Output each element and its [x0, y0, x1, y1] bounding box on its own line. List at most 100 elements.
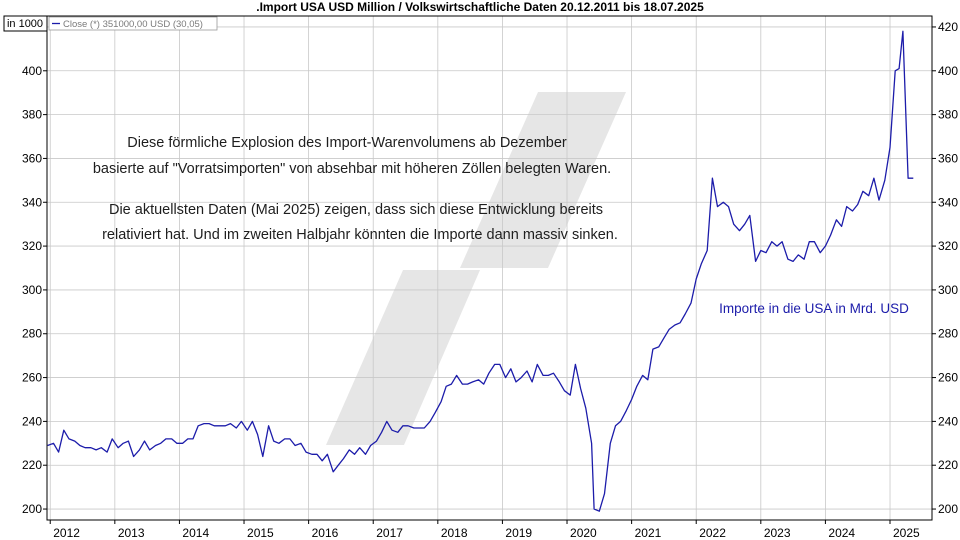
- data-point: [445, 385, 447, 387]
- data-point: [434, 411, 436, 413]
- data-point: [278, 442, 280, 444]
- data-point: [835, 219, 837, 221]
- data-point: [574, 363, 576, 365]
- legend-label: Close (*) 351000,00 USD (30,05): [63, 19, 203, 30]
- data-point: [154, 444, 156, 446]
- y-tick-label-right: 220: [938, 458, 958, 472]
- data-point: [760, 249, 762, 251]
- data-point: [246, 429, 248, 431]
- y-tick-label-left: 220: [22, 458, 42, 472]
- data-point: [176, 442, 178, 444]
- data-point: [143, 440, 145, 442]
- data-point: [668, 328, 670, 330]
- data-point: [803, 258, 805, 260]
- data-point: [192, 438, 194, 440]
- data-point: [674, 324, 676, 326]
- data-point: [461, 383, 463, 385]
- data-point: [593, 508, 595, 510]
- data-point: [380, 431, 382, 433]
- y-tick-label-right: 200: [938, 502, 958, 516]
- data-point: [182, 442, 184, 444]
- data-point: [208, 422, 210, 424]
- data-point: [418, 427, 420, 429]
- data-point: [369, 444, 371, 446]
- y-tick-label-left: 280: [22, 327, 42, 341]
- x-tick-label: 2014: [182, 526, 209, 540]
- data-point: [625, 409, 627, 411]
- data-point: [603, 493, 605, 495]
- data-point: [219, 425, 221, 427]
- annotation-para2-line1: Die aktuellsten Daten (Mai 2025) zeigen,…: [109, 202, 603, 218]
- data-point: [765, 252, 767, 254]
- data-point: [68, 438, 70, 440]
- annotation-block: Diese förmliche Explosion des Import-War…: [93, 135, 618, 243]
- data-point: [771, 241, 773, 243]
- data-point: [375, 440, 377, 442]
- data-point: [171, 438, 173, 440]
- data-point: [684, 313, 686, 315]
- data-point: [95, 449, 97, 451]
- data-point: [754, 260, 756, 262]
- data-point: [792, 260, 794, 262]
- data-point: [348, 449, 350, 451]
- data-point: [224, 425, 226, 427]
- annotation-para2-line2: relativiert hat. Und im zweiten Halbjahr…: [102, 227, 618, 243]
- data-point: [531, 381, 533, 383]
- x-tick-label: 2016: [312, 526, 339, 540]
- data-point: [407, 425, 409, 427]
- data-point: [504, 376, 506, 378]
- y-tick-label-right: 320: [938, 239, 958, 253]
- data-point: [132, 455, 134, 457]
- data-point: [440, 401, 442, 403]
- data-point: [889, 146, 891, 148]
- y-tick-label-right: 420: [938, 20, 958, 34]
- y-tick-label-right: 280: [938, 327, 958, 341]
- x-tick-label: 2018: [441, 526, 468, 540]
- data-point: [787, 258, 789, 260]
- legend-box: [48, 16, 218, 31]
- data-point: [819, 252, 821, 254]
- x-tick-label: 2015: [247, 526, 274, 540]
- data-point: [520, 376, 522, 378]
- y-tick-label-left: 260: [22, 371, 42, 385]
- data-point: [251, 420, 253, 422]
- data-point: [57, 451, 59, 453]
- data-point: [284, 438, 286, 440]
- data-point: [160, 442, 162, 444]
- data-point: [122, 442, 124, 444]
- watermark-lower-stripe: [326, 270, 480, 445]
- data-point: [483, 383, 485, 385]
- data-point: [455, 374, 457, 376]
- data-point: [884, 179, 886, 181]
- data-point: [262, 455, 264, 457]
- data-point: [738, 230, 740, 232]
- data-point: [609, 442, 611, 444]
- series-note: Importe in die USA in Mrd. USD: [719, 301, 909, 316]
- x-tick-label: 2017: [376, 526, 403, 540]
- data-point: [300, 442, 302, 444]
- data-point: [127, 440, 129, 442]
- x-tick-label: 2023: [764, 526, 791, 540]
- data-point: [829, 234, 831, 236]
- data-point: [776, 245, 778, 247]
- data-point: [813, 241, 815, 243]
- data-point: [630, 398, 632, 400]
- data-point: [391, 429, 393, 431]
- data-points: [46, 30, 914, 512]
- annotation-para1-line1: Diese förmliche Explosion des Import-War…: [127, 135, 567, 151]
- data-point: [510, 368, 512, 370]
- y-tick-label-right: 240: [938, 414, 958, 428]
- y-tick-label-left: 240: [22, 414, 42, 428]
- data-point: [547, 374, 549, 376]
- data-point: [294, 444, 296, 446]
- grid-lines: [47, 16, 932, 520]
- data-point: [652, 348, 654, 350]
- data-point: [716, 205, 718, 207]
- data-point: [526, 370, 528, 372]
- y-tick-label-left: 400: [22, 64, 42, 78]
- watermark-logo: [326, 92, 626, 445]
- y-tick-label-right: 360: [938, 151, 958, 165]
- data-point: [808, 241, 810, 243]
- data-point: [636, 385, 638, 387]
- data-point: [488, 372, 490, 374]
